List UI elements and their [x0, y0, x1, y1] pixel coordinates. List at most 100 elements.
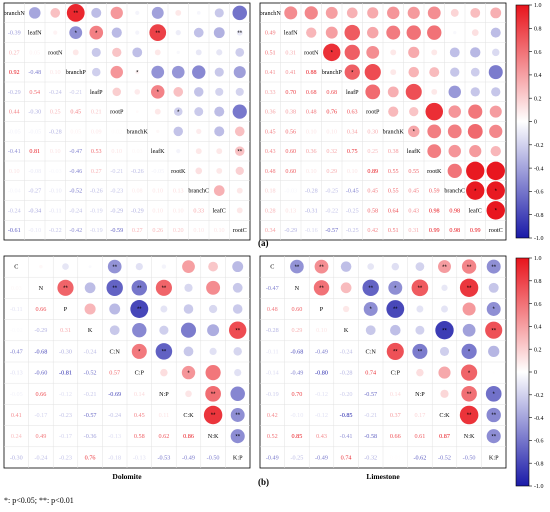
- correlation-circle: [132, 323, 147, 338]
- correlation-value: 0.89: [367, 169, 378, 175]
- colorbar-tick-label: 0.6: [534, 302, 542, 308]
- correlation-value: 0.76: [326, 110, 337, 116]
- colorbar-tick-label: -0.8: [534, 461, 544, 467]
- correlation-circle: [213, 185, 225, 196]
- correlation-circle: [284, 6, 298, 20]
- correlation-value: -0.05: [151, 169, 164, 175]
- correlation-circle: [408, 125, 420, 138]
- correlation-value: 0.34: [265, 228, 276, 234]
- significance-mark: **: [491, 265, 496, 271]
- correlation-circle: [39, 264, 43, 269]
- correlation-value: -0.10: [49, 189, 62, 195]
- correlation-circle: [154, 108, 161, 115]
- variable-label: N:K: [208, 433, 219, 440]
- variable-label: C: [270, 264, 274, 271]
- correlation-circle: [470, 47, 481, 58]
- correlation-circle: [135, 30, 140, 35]
- correlation-circle: [492, 371, 495, 374]
- colorbar-gradient: [515, 257, 530, 487]
- correlation-value: 0.41: [11, 412, 22, 419]
- correlation-circle: [194, 87, 204, 97]
- correlation-value: 0.52: [267, 433, 278, 440]
- significance-mark: **: [319, 286, 324, 292]
- correlation-value: 0.10: [111, 149, 122, 155]
- correlation-circle: [466, 161, 485, 181]
- correlation-circle: [470, 7, 481, 18]
- correlation-circle: [236, 207, 243, 214]
- significance-mark: *: [413, 130, 416, 136]
- correlation-value: -0.16: [305, 228, 318, 234]
- correlation-value: 0.26: [152, 228, 163, 234]
- correlation-value: -0.25: [325, 189, 338, 195]
- correlation-value: 0.75: [347, 149, 358, 155]
- variable-label: rootK: [171, 169, 186, 175]
- significance-mark: **: [237, 149, 242, 155]
- variable-label: K:P: [489, 454, 499, 461]
- panel-label-a: (a): [258, 238, 269, 248]
- correlation-circle: [175, 9, 182, 16]
- correlation-circle: [447, 124, 462, 139]
- colorbar-tick-label: 0.4: [534, 325, 542, 331]
- correlation-circle: [203, 405, 223, 425]
- variable-label: rootC: [489, 228, 503, 234]
- correlation-circle: [490, 27, 501, 38]
- correlation-circle: [69, 26, 83, 40]
- correlation-value: 0.68: [326, 90, 337, 96]
- correlation-value: -0.26: [131, 169, 144, 175]
- correlation-circle: [214, 126, 225, 137]
- correlation-circle: [365, 325, 376, 336]
- correlation-value: 0.43: [265, 149, 276, 155]
- correlation-circle: [131, 343, 147, 359]
- correlation-circle: [214, 8, 224, 18]
- variable-label: branchP: [66, 70, 87, 76]
- correlation-value: -0.10: [28, 228, 41, 234]
- correlation-value: 0.03: [132, 149, 143, 155]
- correlation-value: -0.69: [108, 391, 121, 398]
- correlation-value: -0.53: [157, 454, 170, 461]
- correlation-value: 0.60: [285, 169, 296, 175]
- colorbar-tick-label: 0: [534, 120, 537, 126]
- correlation-value: -0.19: [90, 228, 103, 234]
- correlation-circle: [488, 345, 500, 358]
- significance-mark: **: [211, 392, 216, 398]
- correlation-value: 0.27: [9, 50, 20, 56]
- colorbar: 1.0 0.8 0.6 0.4 0.2 0 -0.2 -0.4 -0.6 -0.8 -1.0: [515, 256, 544, 490]
- correlation-value: -0.25: [346, 208, 359, 214]
- correlation-circle: [416, 305, 424, 313]
- correlation-circle: [173, 107, 183, 116]
- significance-mark: *: [370, 307, 373, 313]
- correlation-value: 0.25: [367, 149, 378, 155]
- correlation-circle: [486, 407, 501, 423]
- correlation-value: -0.58: [364, 433, 377, 440]
- correlation-circle: [111, 27, 122, 38]
- correlation-value: -0.05: [10, 391, 23, 398]
- correlation-circle: [486, 201, 505, 220]
- correlation-value: 0.62: [158, 433, 169, 440]
- correlation-value: 0.88: [306, 70, 317, 76]
- correlation-circle: [230, 386, 245, 402]
- correlation-value: -0.29: [131, 208, 144, 214]
- colorbar-tick-label: 0.2: [534, 347, 542, 353]
- correlation-value: -0.24: [340, 348, 353, 355]
- correlation-circle: [235, 87, 244, 96]
- correlation-value: -0.39: [8, 31, 21, 37]
- variable-label: K: [344, 327, 349, 334]
- correlation-value: 0.81: [29, 149, 40, 155]
- correlation-value: -0.61: [8, 228, 21, 234]
- correlation-value: 0.68: [306, 90, 317, 96]
- significance-mark: **: [162, 286, 167, 292]
- correlation-circle: [486, 302, 501, 316]
- correlation-circle: [154, 49, 161, 56]
- significance-mark: *: [331, 51, 334, 57]
- correlation-value: -0.46: [69, 169, 82, 175]
- correlation-value: -0.68: [290, 348, 303, 355]
- correlation-value: -0.49: [315, 454, 328, 461]
- correlation-value: -0.27: [28, 189, 41, 195]
- correlation-value: 0.37: [390, 412, 401, 419]
- correlation-circle: [489, 124, 503, 139]
- variable-label: K: [88, 327, 93, 334]
- correlation-circle: [181, 365, 196, 380]
- correlation-circle: [234, 369, 242, 377]
- correlation-value: 0.58: [367, 208, 378, 214]
